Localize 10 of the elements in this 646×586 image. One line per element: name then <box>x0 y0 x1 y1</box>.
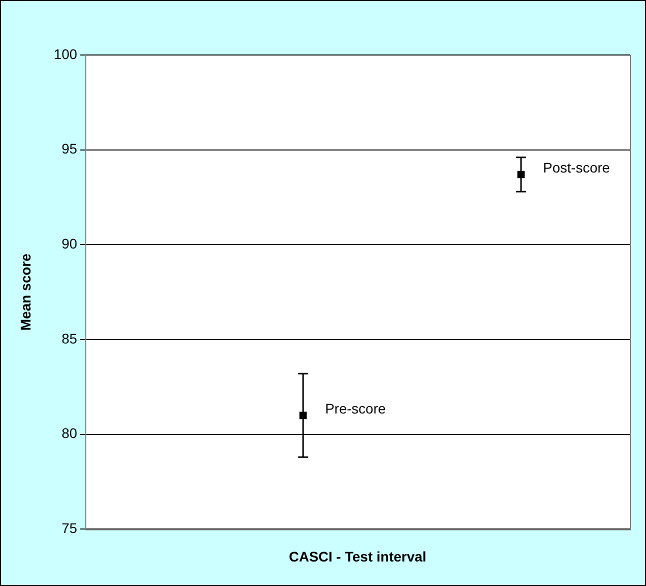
y-tick-label: 85 <box>62 330 78 346</box>
series-label: Pre-score <box>325 400 386 416</box>
series-label: Post-score <box>543 159 610 176</box>
y-tick-label: 100 <box>54 46 78 62</box>
x-axis-title: CASCI - Test interval <box>288 548 426 564</box>
y-tick-label: 80 <box>62 425 78 442</box>
y-tick-label: 95 <box>62 140 78 157</box>
y-axis-title: Mean score <box>17 253 34 331</box>
y-tick-label: 90 <box>62 236 78 252</box>
y-tick-label: 75 <box>62 520 78 536</box>
